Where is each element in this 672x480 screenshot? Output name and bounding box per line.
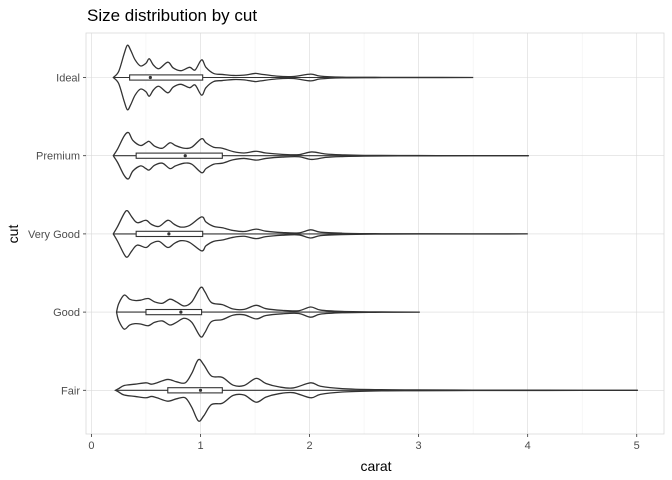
x-axis-ticks: 0 1 2 3 4 5 xyxy=(88,434,640,452)
median-fair xyxy=(198,388,203,392)
box-premium xyxy=(135,152,223,159)
y-tick-label: Fair xyxy=(61,385,80,397)
x-tick-label: 2 xyxy=(307,440,313,452)
box-good xyxy=(145,308,203,316)
violin-fair xyxy=(114,358,638,422)
x-tick-label: 4 xyxy=(525,440,531,452)
violin-group-premium xyxy=(112,131,529,180)
x-tick-label: 5 xyxy=(634,440,640,452)
y-axis-title: cut xyxy=(5,225,21,244)
violin-very-good xyxy=(112,209,528,258)
x-tick-label: 1 xyxy=(197,440,203,452)
median-good xyxy=(179,310,183,314)
violins xyxy=(112,44,638,422)
x-axis-title: carat xyxy=(360,458,391,474)
y-tick-label: Very Good xyxy=(28,229,80,241)
box-fair xyxy=(167,387,223,394)
violin-group-very-good xyxy=(112,209,528,258)
y-axis-ticks: Ideal Premium Very Good Good Fair xyxy=(28,73,86,397)
y-tick-label: Ideal xyxy=(56,73,80,85)
median-ideal xyxy=(148,75,152,80)
violin-group-good xyxy=(115,286,420,338)
violin-premium xyxy=(112,131,529,180)
violin-group-fair xyxy=(114,358,638,422)
chart-title: Size distribution by cut xyxy=(87,6,257,25)
x-tick-label: 0 xyxy=(88,440,94,452)
violin-group-ideal xyxy=(112,44,474,111)
box-ideal xyxy=(129,74,204,81)
median-very-good xyxy=(167,232,171,236)
median-premium xyxy=(183,154,187,158)
y-tick-label: Premium xyxy=(36,151,80,163)
y-tick-label: Good xyxy=(53,307,80,319)
x-tick-label: 3 xyxy=(416,440,422,452)
